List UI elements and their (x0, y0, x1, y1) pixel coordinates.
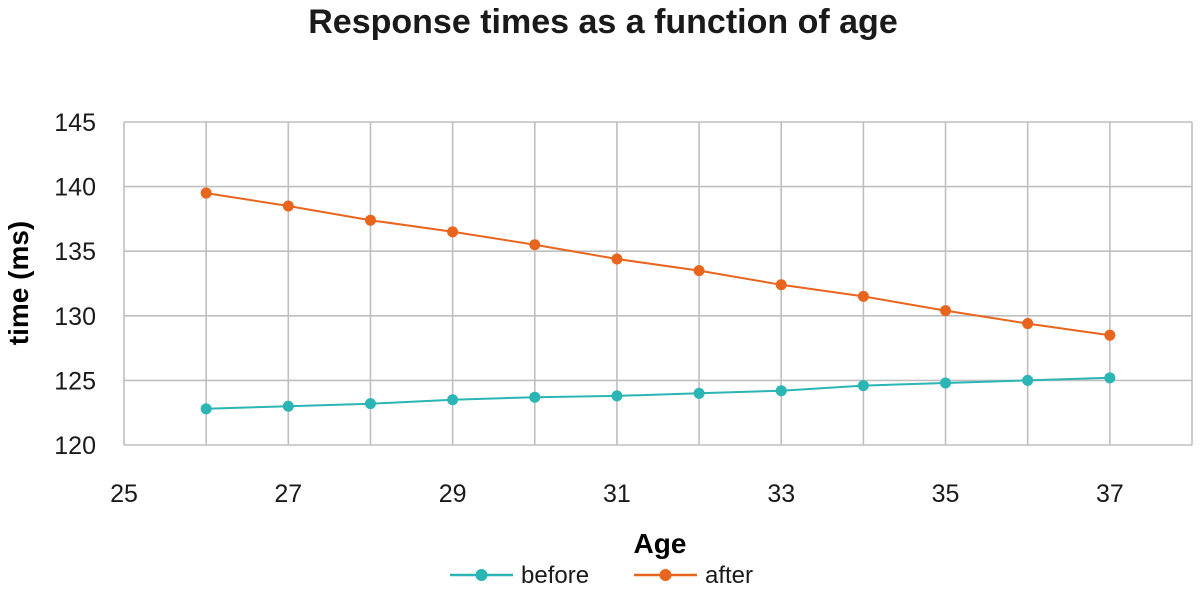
data-point-before (364, 398, 376, 410)
data-point-before (200, 403, 212, 415)
x-tick-label: 27 (274, 480, 302, 508)
legend-marker-after (659, 569, 672, 581)
data-point-before (857, 380, 869, 392)
legend-marker-before (475, 569, 488, 581)
data-point-after (611, 253, 623, 265)
data-point-before (447, 394, 459, 406)
series-lines (200, 187, 1116, 415)
data-point-before (940, 377, 952, 389)
series-line-before (206, 376, 1110, 410)
chart-title: Response times as a function of age (308, 3, 897, 41)
y-tick-label: 120 (54, 432, 96, 460)
data-point-before (1104, 372, 1116, 384)
data-point-before (775, 385, 787, 397)
data-point-before (693, 387, 705, 399)
series-line-after (206, 192, 1110, 337)
x-tick-label: 25 (110, 480, 138, 508)
data-point-after (940, 305, 952, 317)
legend: before after (450, 562, 753, 589)
gridlines (123, 121, 1193, 446)
data-point-after (693, 265, 705, 277)
legend-label-before: before (521, 562, 589, 589)
data-point-after (775, 279, 787, 291)
legend-label-after: after (705, 562, 753, 589)
x-tick-label: 31 (603, 480, 631, 508)
y-tick-label: 130 (54, 303, 96, 331)
data-point-after (1022, 318, 1034, 330)
data-point-after (282, 200, 294, 212)
data-point-after (1104, 329, 1116, 341)
data-point-before (529, 391, 541, 403)
data-point-before (611, 390, 623, 402)
y-tick-label: 135 (54, 238, 96, 266)
x-tick-label: 37 (1096, 480, 1124, 508)
y-axis-title: time (ms) (3, 221, 34, 345)
data-point-before (282, 400, 294, 412)
x-axis-tick-labels: 25 27 29 31 33 35 37 (110, 480, 1124, 508)
y-tick-label: 145 (54, 109, 96, 137)
x-tick-label: 33 (767, 480, 795, 508)
y-tick-label: 125 (54, 367, 96, 395)
data-point-after (364, 214, 376, 226)
y-axis-tick-labels: 120 125 130 135 140 145 (54, 109, 96, 460)
x-axis-title: Age (634, 528, 687, 559)
data-point-before (1022, 374, 1034, 386)
data-point-after (857, 290, 869, 302)
data-point-after (529, 239, 541, 251)
x-tick-label: 35 (932, 480, 960, 508)
data-point-after (447, 226, 459, 238)
x-tick-label: 29 (439, 480, 467, 508)
data-point-after (200, 187, 212, 199)
y-tick-label: 140 (54, 174, 96, 202)
